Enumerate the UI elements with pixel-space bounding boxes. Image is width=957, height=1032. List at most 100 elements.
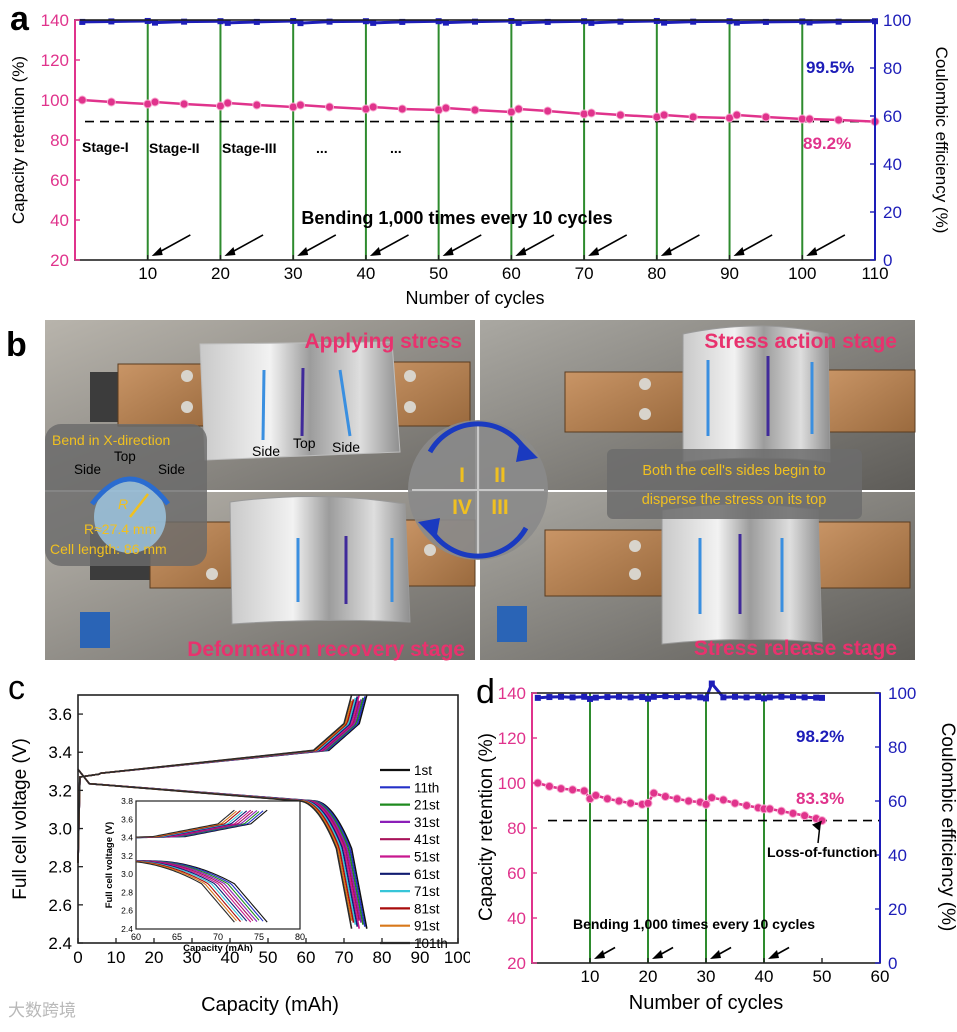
ce-point [399, 18, 406, 25]
inset-discharge-curve [135, 860, 244, 921]
ce-point [581, 693, 588, 700]
legend-label: 81st [414, 901, 440, 916]
x-tick-label: 80 [373, 948, 392, 967]
cr-point [143, 99, 153, 109]
ce-point [592, 694, 599, 701]
loss-pointer-arrow-icon [812, 820, 822, 831]
cr-point [591, 790, 601, 800]
cr-point [684, 796, 694, 806]
ce-point [674, 694, 680, 701]
ce-point [253, 18, 260, 25]
legend-label: 51st [414, 850, 440, 865]
bending-arrow-icon [660, 234, 700, 256]
stage-label-1: Stage-I [82, 139, 129, 155]
ce-point [726, 18, 733, 25]
bending-arrow-icon [652, 946, 674, 959]
y2-tick-label: 60 [883, 107, 902, 126]
cr-point [805, 114, 815, 124]
y2-tick-label: 80 [888, 738, 907, 757]
cycle-arrow-icon [418, 518, 440, 540]
disperse-box [607, 449, 862, 519]
ce-point [685, 693, 692, 700]
x-tick-label: 50 [259, 948, 278, 967]
inset-y-tick-label: 3.8 [121, 796, 133, 806]
watermark: 大数跨境 [8, 1001, 76, 1020]
inset-x-tick-label: 65 [172, 932, 182, 942]
cr-point [649, 788, 659, 798]
ce-point [790, 694, 796, 701]
ce-point [661, 19, 668, 26]
ce-point [799, 18, 806, 25]
bending-note-a: Bending 1,000 times every 10 cycles [301, 208, 612, 228]
legend-label: 101th [414, 936, 448, 951]
ce-point [508, 17, 515, 24]
y2-tick-label: 0 [883, 251, 892, 270]
ce-point [627, 694, 634, 701]
svg-text:R: R [118, 496, 128, 512]
stage-label-5: ... [390, 140, 402, 156]
legend-label: 31st [414, 815, 440, 830]
cr-point [742, 801, 752, 810]
cr-point [288, 102, 298, 112]
x-tick-label: 60 [502, 264, 521, 283]
svg-text:Side: Side [74, 462, 101, 477]
ce-point [558, 693, 564, 700]
y-axis-label-c: Full cell voltage (V) [10, 738, 31, 900]
x-tick-label: 60 [297, 948, 316, 967]
cr-point [150, 97, 160, 107]
inset-charge-curve [135, 809, 235, 838]
y2-tick-label: 20 [888, 900, 907, 919]
y2-tick-label: 40 [888, 846, 907, 865]
inset-x-tick-label: 75 [254, 932, 264, 942]
bending-note-d: Bending 1,000 times every 10 cycles [573, 916, 815, 932]
x-axis-label-c: Capacity (mAh) [201, 994, 339, 1016]
bending-arrow-icon [151, 234, 191, 256]
cr-point [223, 98, 233, 108]
cr-value-label: 89.2% [803, 134, 851, 153]
bend-radius-text: R≈27.4 mm [84, 521, 156, 537]
y-tick-label: 40 [507, 909, 526, 928]
cr-point [368, 102, 378, 112]
y-axis-label-d: Capacity retention (%) [476, 733, 497, 921]
bending-arrow-icon [733, 234, 773, 256]
ce-point [544, 18, 551, 25]
cycling-chart-d: d 10 20 30 40 50 60 20 40 60 80 100 120 140 0 20 40 60 80… [476, 673, 957, 1014]
ce-point [801, 694, 808, 701]
y-tick-label: 80 [507, 819, 526, 838]
cycling-chart-a: a 10 20 30 40 50 60 70 80 90 100 110 20 40 60 80 100 120… [9, 0, 951, 308]
cr-point [295, 100, 305, 110]
ce-point [662, 693, 669, 700]
ce-point [144, 17, 151, 24]
pouch-cell-released [661, 503, 823, 645]
y-tick-label: 80 [50, 131, 69, 150]
panel-letter-a: a [10, 0, 30, 38]
y-tick-label: 2.8 [48, 858, 72, 877]
inset-x-tick-label: 70 [213, 932, 223, 942]
ce-point [755, 694, 762, 701]
y-tick-label: 20 [507, 954, 526, 973]
ce-point [697, 694, 704, 701]
stage-label-4: ... [316, 140, 328, 156]
ce-point [297, 20, 304, 27]
cr-point [776, 806, 786, 816]
cr-point [730, 798, 740, 808]
cr-point [701, 799, 711, 809]
voltage-capacity-chart: c 0 10 20 30 40 50 60 70 80 90 100 2.4 2.6 2.8 3.0 3.2 3… [8, 669, 472, 1016]
y-tick-label: 140 [498, 684, 526, 703]
cr-point [615, 110, 625, 120]
x-tick-label: 30 [183, 948, 202, 967]
legend-label: 71st [414, 884, 440, 899]
ce-point [732, 693, 738, 700]
cr-point [579, 786, 589, 796]
cr-value-label-d: 83.3% [796, 789, 844, 808]
y-tick-label: 140 [41, 11, 69, 30]
cr-point [325, 102, 335, 112]
cr-point [659, 110, 669, 120]
ce-point [690, 18, 697, 25]
mark-top: Top [293, 435, 316, 451]
ce-point [778, 693, 785, 700]
y-tick-label: 20 [50, 251, 69, 270]
x-tick-label: 10 [107, 948, 126, 967]
x-tick-label: 50 [813, 967, 832, 986]
y-axis-label-a: Capacity retention (%) [9, 56, 28, 224]
